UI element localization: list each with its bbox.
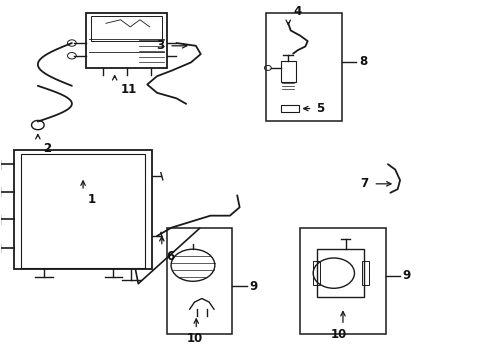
Bar — [317, 249, 364, 297]
Text: 6: 6 — [166, 249, 175, 262]
Text: 1: 1 — [88, 193, 96, 207]
Bar — [14, 150, 152, 269]
Text: 10: 10 — [186, 332, 202, 345]
Bar — [312, 261, 319, 285]
Bar — [300, 228, 385, 334]
Text: 9: 9 — [402, 269, 410, 282]
Text: 11: 11 — [120, 83, 137, 96]
Bar — [86, 13, 166, 68]
Text: 5: 5 — [315, 102, 324, 115]
Bar — [91, 16, 162, 41]
Bar — [21, 153, 144, 267]
Text: 9: 9 — [249, 280, 257, 293]
Bar — [166, 228, 232, 334]
Bar — [281, 105, 299, 112]
Text: 3: 3 — [156, 39, 164, 52]
Text: 2: 2 — [42, 142, 51, 155]
Bar — [361, 261, 368, 285]
Text: 4: 4 — [292, 5, 301, 18]
Text: 10: 10 — [329, 328, 346, 341]
Text: 7: 7 — [360, 177, 368, 190]
Text: 8: 8 — [358, 55, 366, 68]
Bar — [266, 13, 341, 121]
Bar — [281, 61, 295, 82]
